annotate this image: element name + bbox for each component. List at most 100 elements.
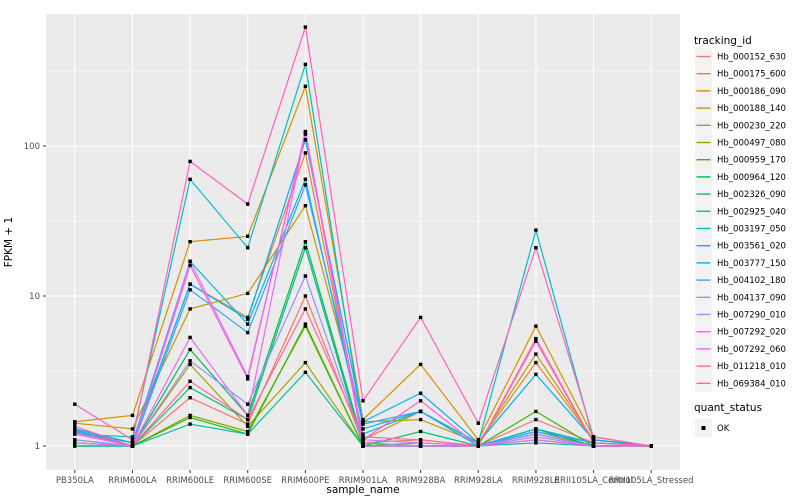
data-point <box>476 441 480 445</box>
data-point <box>130 441 135 445</box>
data-point <box>303 324 308 328</box>
data-point <box>591 438 596 442</box>
y-tick-label: 100 <box>24 142 40 152</box>
data-point <box>591 444 596 448</box>
quant-legend-entry: OK <box>695 419 730 437</box>
data-point <box>188 159 192 164</box>
data-point <box>418 438 423 442</box>
legend-label: Hb_000230_220 <box>717 121 786 131</box>
quant-legend-point <box>701 426 706 430</box>
data-point <box>303 294 308 298</box>
legend-label: Hb_069384_010 <box>717 379 786 389</box>
x-tick-label: PB350LA <box>56 476 94 486</box>
data-point <box>246 202 250 206</box>
data-point <box>73 444 77 448</box>
data-point <box>418 444 423 448</box>
data-point <box>649 444 653 448</box>
y-axis-tick-labels: 1 10 100 <box>24 142 40 452</box>
data-point <box>73 432 77 436</box>
data-point <box>476 438 480 442</box>
x-tick-label: RRIM928LE <box>512 476 560 486</box>
legend-label: Hb_002326_090 <box>717 190 786 200</box>
data-point <box>130 413 135 418</box>
data-point <box>361 399 365 403</box>
data-point <box>303 151 308 155</box>
data-point <box>476 421 480 425</box>
data-point <box>303 322 308 326</box>
quant-legend-label: OK <box>717 424 730 434</box>
data-point <box>246 317 250 321</box>
data-point <box>246 413 250 418</box>
x-tick-label: RRIM901LA <box>339 476 388 486</box>
data-point <box>188 362 192 367</box>
y-axis-title: FPKM + 1 <box>3 217 15 267</box>
data-point <box>303 62 308 67</box>
data-point <box>303 183 308 187</box>
data-point <box>303 360 308 365</box>
data-point <box>361 441 365 445</box>
data-point <box>246 374 250 379</box>
legend-label: Hb_000964_120 <box>717 173 786 183</box>
data-point <box>130 427 135 431</box>
data-point <box>188 422 192 426</box>
data-point <box>246 432 250 436</box>
data-point <box>534 339 538 343</box>
legend-label: Hb_011218_010 <box>717 362 786 372</box>
data-point <box>418 399 423 403</box>
data-point <box>418 362 423 367</box>
legend-label: Hb_002925_040 <box>717 207 786 217</box>
legend-label: Hb_000497_080 <box>717 139 786 149</box>
data-point <box>303 274 308 278</box>
x-axis-title: sample_name <box>326 484 399 496</box>
data-point <box>361 444 365 448</box>
data-point <box>534 435 538 439</box>
data-point <box>361 432 365 436</box>
legend-entries: Hb_000152_630 Hb_000175_600 Hb_000186_090 H… <box>695 48 786 392</box>
data-point <box>246 330 250 335</box>
quant-legend-title: quant_status <box>694 402 762 414</box>
data-point <box>130 435 135 439</box>
data-point <box>418 441 423 445</box>
data-point <box>534 336 538 341</box>
data-point <box>73 428 77 432</box>
data-point <box>246 402 250 406</box>
data-point <box>534 432 538 436</box>
data-point <box>303 129 308 134</box>
data-point <box>73 424 77 429</box>
data-point <box>361 427 365 431</box>
data-point <box>361 435 365 439</box>
data-point <box>303 240 308 244</box>
data-point <box>188 259 192 264</box>
data-point <box>476 444 480 448</box>
data-point <box>418 315 423 320</box>
data-point <box>73 438 77 442</box>
data-point <box>73 421 77 425</box>
data-point <box>73 441 77 445</box>
x-tick-label: RRIM600PE <box>281 476 329 486</box>
x-axis-tick-labels: PB350LA RRIM600LA RRIM600LE RRIM600SE RRIM60… <box>56 476 694 486</box>
data-point <box>188 307 192 311</box>
legend-label: Hb_004137_090 <box>717 293 786 303</box>
data-point <box>534 352 538 356</box>
data-point <box>418 391 423 395</box>
data-point <box>188 335 192 340</box>
data-point <box>534 360 538 365</box>
data-point <box>188 415 192 420</box>
data-point <box>303 307 308 311</box>
x-tick-label: RRIM600LA <box>108 476 157 486</box>
data-point <box>303 138 308 142</box>
data-point <box>130 438 135 442</box>
data-point <box>361 420 365 424</box>
data-point <box>591 441 596 445</box>
data-point <box>188 359 192 363</box>
data-point <box>534 427 538 431</box>
data-point <box>418 429 423 434</box>
data-point <box>418 417 423 422</box>
y-tick-label: 1 <box>35 442 40 452</box>
x-tick-label: RRIM928BA <box>396 476 446 486</box>
data-point <box>246 429 250 434</box>
data-point <box>534 324 538 328</box>
data-point <box>303 370 308 374</box>
legend-label: Hb_003197_050 <box>717 225 786 235</box>
data-point <box>188 347 192 352</box>
